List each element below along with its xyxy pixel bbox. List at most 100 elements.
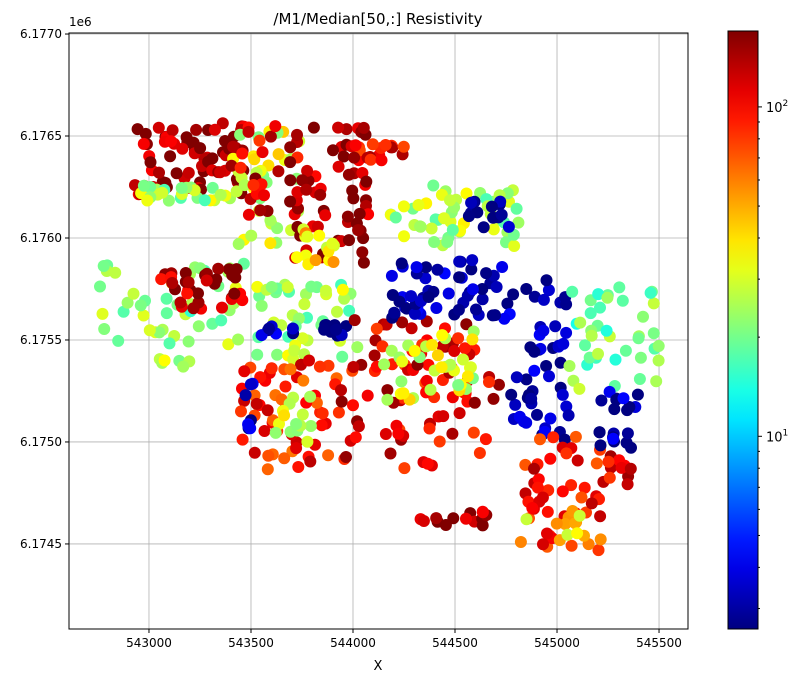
plot-frame bbox=[68, 32, 689, 630]
data-point bbox=[458, 342, 471, 355]
data-point bbox=[560, 447, 573, 460]
data-point bbox=[225, 159, 238, 172]
data-point bbox=[595, 394, 608, 407]
data-point bbox=[505, 388, 518, 401]
data-point bbox=[565, 479, 578, 492]
data-point bbox=[330, 323, 342, 336]
data-point bbox=[631, 388, 644, 401]
data-point bbox=[264, 130, 277, 143]
data-point bbox=[473, 447, 486, 459]
data-point bbox=[296, 174, 309, 187]
data-point bbox=[300, 183, 313, 196]
data-point bbox=[340, 320, 353, 333]
data-point bbox=[368, 349, 381, 362]
data-point bbox=[444, 194, 456, 207]
data-point bbox=[251, 280, 264, 293]
data-point bbox=[590, 457, 603, 470]
data-point bbox=[405, 322, 418, 335]
data-point bbox=[251, 348, 264, 361]
data-point bbox=[541, 527, 553, 540]
data-point bbox=[609, 353, 622, 366]
data-point bbox=[279, 380, 292, 393]
data-point bbox=[291, 128, 303, 141]
data-points bbox=[94, 117, 665, 557]
data-point bbox=[319, 209, 332, 222]
data-point bbox=[420, 261, 432, 274]
data-point bbox=[412, 199, 425, 211]
data-point bbox=[603, 471, 616, 484]
data-point bbox=[165, 135, 177, 148]
data-point bbox=[340, 451, 352, 463]
data-point bbox=[242, 125, 255, 138]
data-point bbox=[297, 374, 310, 387]
data-point bbox=[584, 307, 597, 320]
data-point bbox=[351, 341, 364, 354]
data-point bbox=[313, 229, 326, 242]
data-point bbox=[561, 528, 574, 541]
data-point bbox=[495, 208, 508, 221]
data-point bbox=[162, 194, 175, 207]
data-point bbox=[163, 337, 176, 350]
data-point bbox=[182, 335, 195, 348]
data-point bbox=[326, 237, 339, 250]
data-point bbox=[131, 123, 144, 136]
data-point bbox=[348, 314, 361, 327]
data-point bbox=[537, 538, 549, 551]
data-point bbox=[248, 446, 261, 459]
data-point bbox=[396, 355, 409, 368]
data-point bbox=[563, 360, 576, 372]
data-point bbox=[137, 137, 150, 150]
data-point bbox=[537, 324, 550, 337]
data-point bbox=[395, 257, 408, 270]
y-tick-label: 6.1755 bbox=[20, 333, 62, 347]
data-point bbox=[194, 142, 207, 155]
data-point bbox=[164, 150, 177, 163]
data-point bbox=[181, 287, 194, 300]
data-point bbox=[379, 139, 392, 151]
colorbar-ticks: 101 102 bbox=[758, 99, 788, 610]
data-point bbox=[378, 358, 391, 371]
data-point bbox=[601, 291, 614, 304]
data-point bbox=[592, 544, 605, 557]
data-point bbox=[466, 283, 479, 296]
data-point bbox=[304, 455, 317, 468]
data-point bbox=[566, 285, 579, 298]
data-point bbox=[509, 398, 522, 411]
data-point bbox=[347, 361, 360, 373]
data-point bbox=[216, 301, 228, 314]
data-point bbox=[422, 291, 435, 303]
y-offset-label: 1e6 bbox=[69, 15, 92, 29]
data-point bbox=[236, 433, 249, 446]
data-point bbox=[349, 431, 362, 444]
data-point bbox=[314, 188, 327, 201]
data-point bbox=[489, 309, 501, 322]
data-point bbox=[528, 290, 541, 303]
data-point bbox=[452, 303, 465, 316]
data-point bbox=[98, 323, 111, 335]
data-point bbox=[227, 140, 240, 153]
data-point bbox=[512, 216, 525, 229]
data-point bbox=[487, 392, 500, 405]
data-point bbox=[540, 360, 553, 372]
data-point bbox=[357, 256, 370, 269]
data-point bbox=[501, 297, 514, 310]
data-point bbox=[361, 389, 374, 402]
data-point bbox=[652, 340, 665, 352]
data-point bbox=[313, 360, 326, 373]
data-point bbox=[543, 370, 555, 383]
data-point bbox=[198, 194, 211, 207]
data-point bbox=[620, 436, 633, 449]
data-point bbox=[222, 338, 235, 351]
data-point bbox=[388, 306, 401, 319]
data-point bbox=[457, 353, 469, 366]
data-point bbox=[544, 412, 557, 425]
data-point bbox=[453, 255, 466, 268]
axis-ticks: 543000 543500 544000 544500 545000 545500 6.17… bbox=[20, 27, 682, 650]
data-point bbox=[427, 179, 440, 192]
data-point bbox=[528, 462, 540, 475]
data-point bbox=[238, 365, 251, 378]
data-point bbox=[264, 214, 277, 227]
data-point bbox=[520, 373, 533, 386]
data-point bbox=[575, 491, 588, 504]
data-point bbox=[182, 276, 195, 289]
